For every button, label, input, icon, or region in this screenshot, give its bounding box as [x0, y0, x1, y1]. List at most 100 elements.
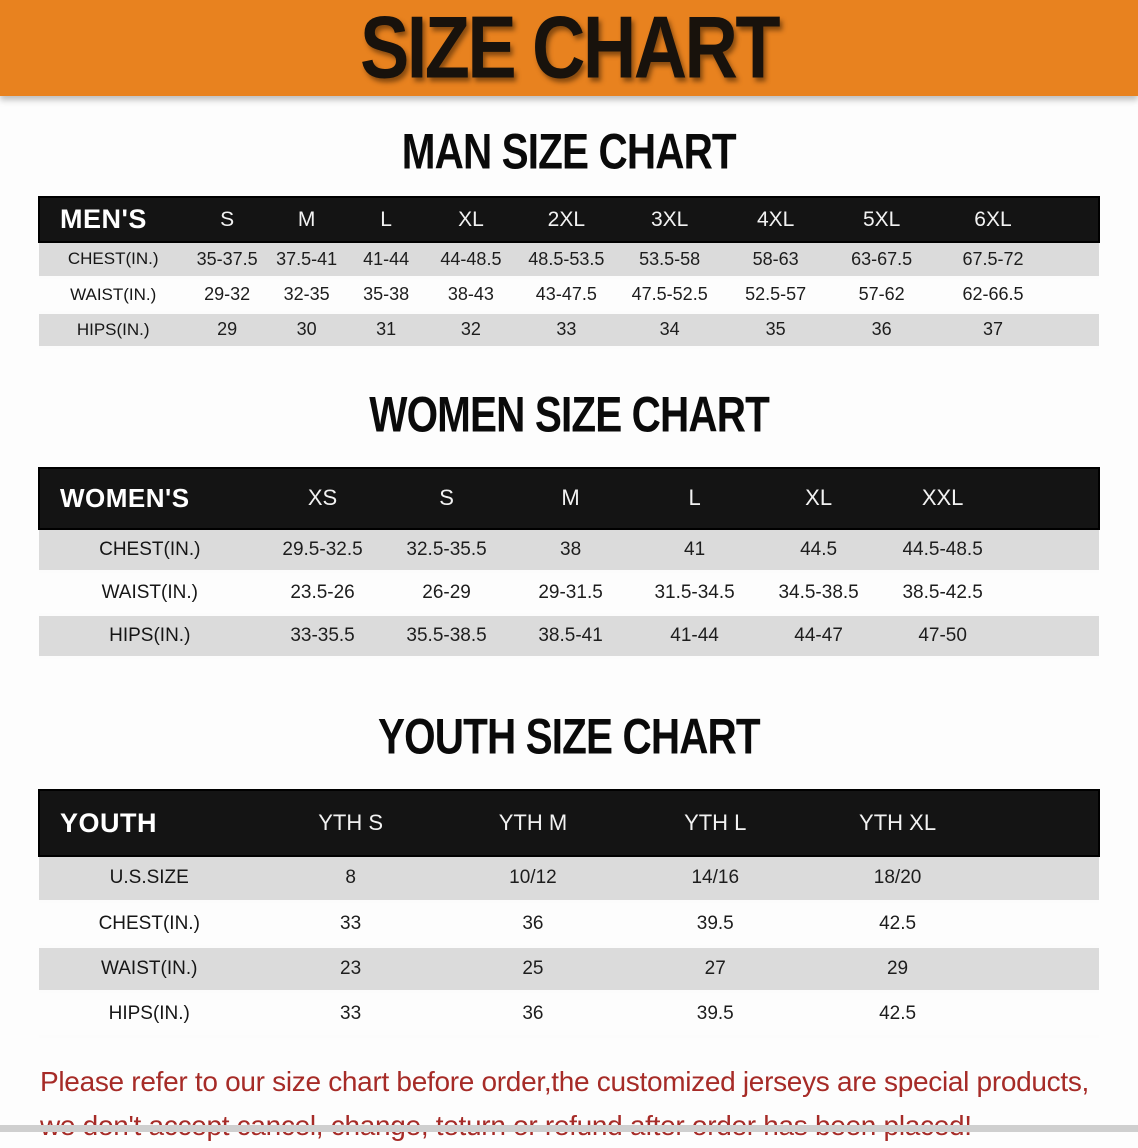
size-value-cell: 38.5-41 [538, 625, 603, 646]
size-value-cell: 35-38 [363, 284, 410, 304]
disclaimer: Please refer to our size chart before or… [40, 1060, 1138, 1148]
row-filler [1051, 312, 1099, 347]
column-header: L [380, 207, 392, 231]
section-heading-text-youth: YOUTH SIZE CHART [378, 707, 761, 765]
column-header: 3XL [650, 207, 689, 231]
row-label: CHEST(IN.) [99, 538, 201, 560]
size-value-cell: 36 [522, 912, 544, 934]
column-header: XS [307, 485, 338, 510]
size-value-cell: 33 [556, 319, 577, 339]
size-value-cell: 44-48.5 [440, 248, 502, 269]
banner: SIZE CHART [0, 0, 1138, 96]
column-header: YTH L [684, 810, 747, 835]
table-row: HIPS(IN.) 33 36 39.5 42.5 [39, 991, 1099, 1036]
size-value-cell: 52.5-57 [745, 284, 807, 304]
header-filler [1005, 468, 1099, 529]
size-table-youth: YOUTH YTH S YTH M YTH L YTH XL U.S.SIZE 8 10/12… [38, 789, 1100, 1038]
size-value-cell: 38 [560, 538, 582, 560]
size-value-cell: 29 [217, 319, 238, 339]
size-value-cell: 41 [684, 538, 706, 560]
size-value-cell: 38.5-42.5 [902, 582, 983, 603]
size-value-cell: 31.5-34.5 [654, 582, 735, 603]
table-corner-label: YOUTH [60, 807, 157, 838]
column-header: S [220, 207, 235, 231]
size-value-cell: 8 [345, 867, 356, 889]
row-label: CHEST(IN.) [98, 912, 200, 934]
size-value-cell: 41-44 [670, 625, 719, 646]
size-value-cell: 53.5-58 [639, 248, 701, 269]
size-value-cell: 42.5 [879, 912, 917, 934]
row-filler [1005, 529, 1099, 572]
size-value-cell: 25 [522, 957, 544, 979]
banner-title: SIZE CHART [360, 0, 781, 97]
table-corner-label: MEN'S [60, 204, 147, 234]
size-value-cell: 38-43 [447, 284, 494, 304]
table-header-row: YOUTH YTH S YTH M YTH L YTH XL [39, 790, 1099, 856]
size-value-cell: 37.5-41 [276, 248, 338, 269]
size-value-cell: 36 [522, 1002, 544, 1024]
table-row: CHEST(IN.) 29.5-32.5 32.5-35.5 38 41 44.5 44.5… [39, 528, 1099, 572]
row-label: CHEST(IN.) [67, 249, 159, 269]
column-header: XL [805, 485, 833, 510]
row-filler [1005, 572, 1099, 615]
size-value-cell: 57-62 [858, 284, 905, 304]
size-value-cell: 32.5-35.5 [406, 538, 487, 560]
size-value-cell: 42.5 [879, 1002, 917, 1024]
column-header: YTH M [498, 810, 568, 835]
header-filler [1051, 197, 1099, 242]
size-value-cell: 39.5 [696, 912, 734, 934]
size-value-cell: 33 [340, 912, 362, 934]
size-value-cell: 31 [376, 319, 397, 339]
size-value-cell: 67.5-72 [962, 248, 1024, 269]
column-header: 5XL [862, 207, 901, 231]
table-row: CHEST(IN.) 35-37.5 37.5-41 41-44 44-48.5 48.5… [39, 242, 1099, 277]
size-value-cell: 44-47 [794, 625, 843, 646]
size-value-cell: 29.5-32.5 [282, 538, 363, 560]
table-row: HIPS(IN.) 33-35.5 35.5-38.5 38.5-41 41-44 44-… [39, 614, 1099, 658]
table-header-row: WOMEN'S XS S M L XL XXL [39, 467, 1099, 529]
column-header: XXL [921, 485, 964, 510]
table-row: WAIST(IN.) 29-32 32-35 35-38 38-43 43-47.5 47.… [39, 277, 1099, 312]
size-value-cell: 35.5-38.5 [406, 625, 487, 646]
size-value-cell: 44.5-48.5 [902, 538, 983, 560]
size-value-cell: 41-44 [363, 248, 410, 269]
size-value-cell: 32 [460, 319, 481, 339]
table-corner-label: WOMEN'S [60, 482, 190, 513]
table-row: CHEST(IN.) 33 36 39.5 42.5 [39, 901, 1099, 946]
size-value-cell: 30 [296, 319, 317, 339]
size-value-cell: 34 [659, 319, 680, 339]
row-label: HIPS(IN.) [76, 319, 150, 339]
disclaimer-line-1: Please refer to our size chart before or… [40, 1065, 1090, 1097]
size-value-cell: 33 [340, 1002, 362, 1024]
size-value-cell: 63-67.5 [851, 248, 913, 269]
size-value-cell: 58-63 [752, 248, 799, 269]
size-value-cell: 62-66.5 [962, 284, 1024, 304]
section-heading-text-women: WOMEN SIZE CHART [369, 385, 770, 442]
row-label: U.S.SIZE [109, 867, 189, 889]
size-table-women: WOMEN'S XS S M L XL XXL CHEST(IN.) 29.5-32.5 32.5… [38, 467, 1100, 660]
column-header: 2XL [547, 207, 586, 231]
row-label: WAIST(IN.) [101, 582, 198, 603]
section-heading-men: MAN SIZE CHART [0, 122, 1138, 180]
column-header: S [439, 485, 454, 510]
size-value-cell: 26-29 [422, 582, 471, 603]
column-header: 6XL [974, 207, 1012, 231]
row-filler [989, 901, 1099, 946]
row-filler [989, 946, 1099, 991]
header-filler [989, 790, 1099, 856]
size-value-cell: 35-37.5 [196, 248, 258, 269]
size-value-cell: 34.5-38.5 [778, 582, 859, 603]
table-header-row: MEN'S S M L XL 2XL 3XL 4XL 5XL 6XL [39, 197, 1099, 242]
column-header: L [688, 485, 701, 510]
size-table-men: MEN'S S M L XL 2XL 3XL 4XL 5XL 6XL CHEST(IN.) 35-37… [38, 196, 1100, 349]
table-row: U.S.SIZE 8 10/12 14/16 18/20 [39, 856, 1099, 901]
section-heading-youth: YOUTH SIZE CHART [0, 707, 1138, 765]
row-filler [1051, 242, 1099, 277]
table-row: WAIST(IN.) 23 25 27 29 [39, 946, 1099, 991]
bottom-strip [0, 1125, 1138, 1132]
section-heading-women: WOMEN SIZE CHART [0, 385, 1138, 442]
row-filler [989, 856, 1099, 901]
size-value-cell: 29-31.5 [538, 582, 603, 603]
row-filler [1051, 277, 1099, 312]
section-heading-text-men: MAN SIZE CHART [401, 122, 737, 180]
